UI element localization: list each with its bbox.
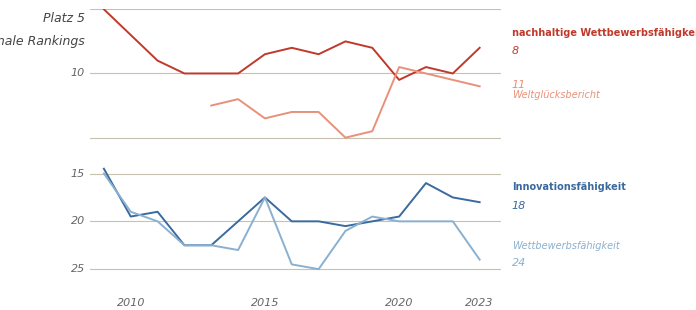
Text: Internationale Rankings: Internationale Rankings bbox=[0, 35, 85, 48]
Text: 2020: 2020 bbox=[385, 298, 413, 308]
Text: 10: 10 bbox=[71, 69, 85, 78]
Text: nachhaltige Wettbewerbsfähigkeit: nachhaltige Wettbewerbsfähigkeit bbox=[512, 28, 696, 38]
Text: 2023: 2023 bbox=[466, 298, 494, 308]
Text: Wettbewerbsfähigkeit: Wettbewerbsfähigkeit bbox=[512, 241, 619, 251]
Text: Innovationsfähigkeit: Innovationsfähigkeit bbox=[512, 183, 626, 193]
Text: 18: 18 bbox=[512, 201, 526, 211]
Text: 2015: 2015 bbox=[251, 298, 279, 308]
Text: 24: 24 bbox=[512, 258, 526, 268]
Text: 8: 8 bbox=[512, 46, 519, 56]
Text: 20: 20 bbox=[71, 216, 85, 226]
Text: 2010: 2010 bbox=[116, 298, 145, 308]
Text: 11: 11 bbox=[512, 80, 526, 90]
Text: 15: 15 bbox=[71, 169, 85, 179]
Text: Platz 5: Platz 5 bbox=[43, 12, 85, 25]
Text: Weltglücksbericht: Weltglücksbericht bbox=[512, 91, 600, 100]
Text: 25: 25 bbox=[71, 264, 85, 274]
